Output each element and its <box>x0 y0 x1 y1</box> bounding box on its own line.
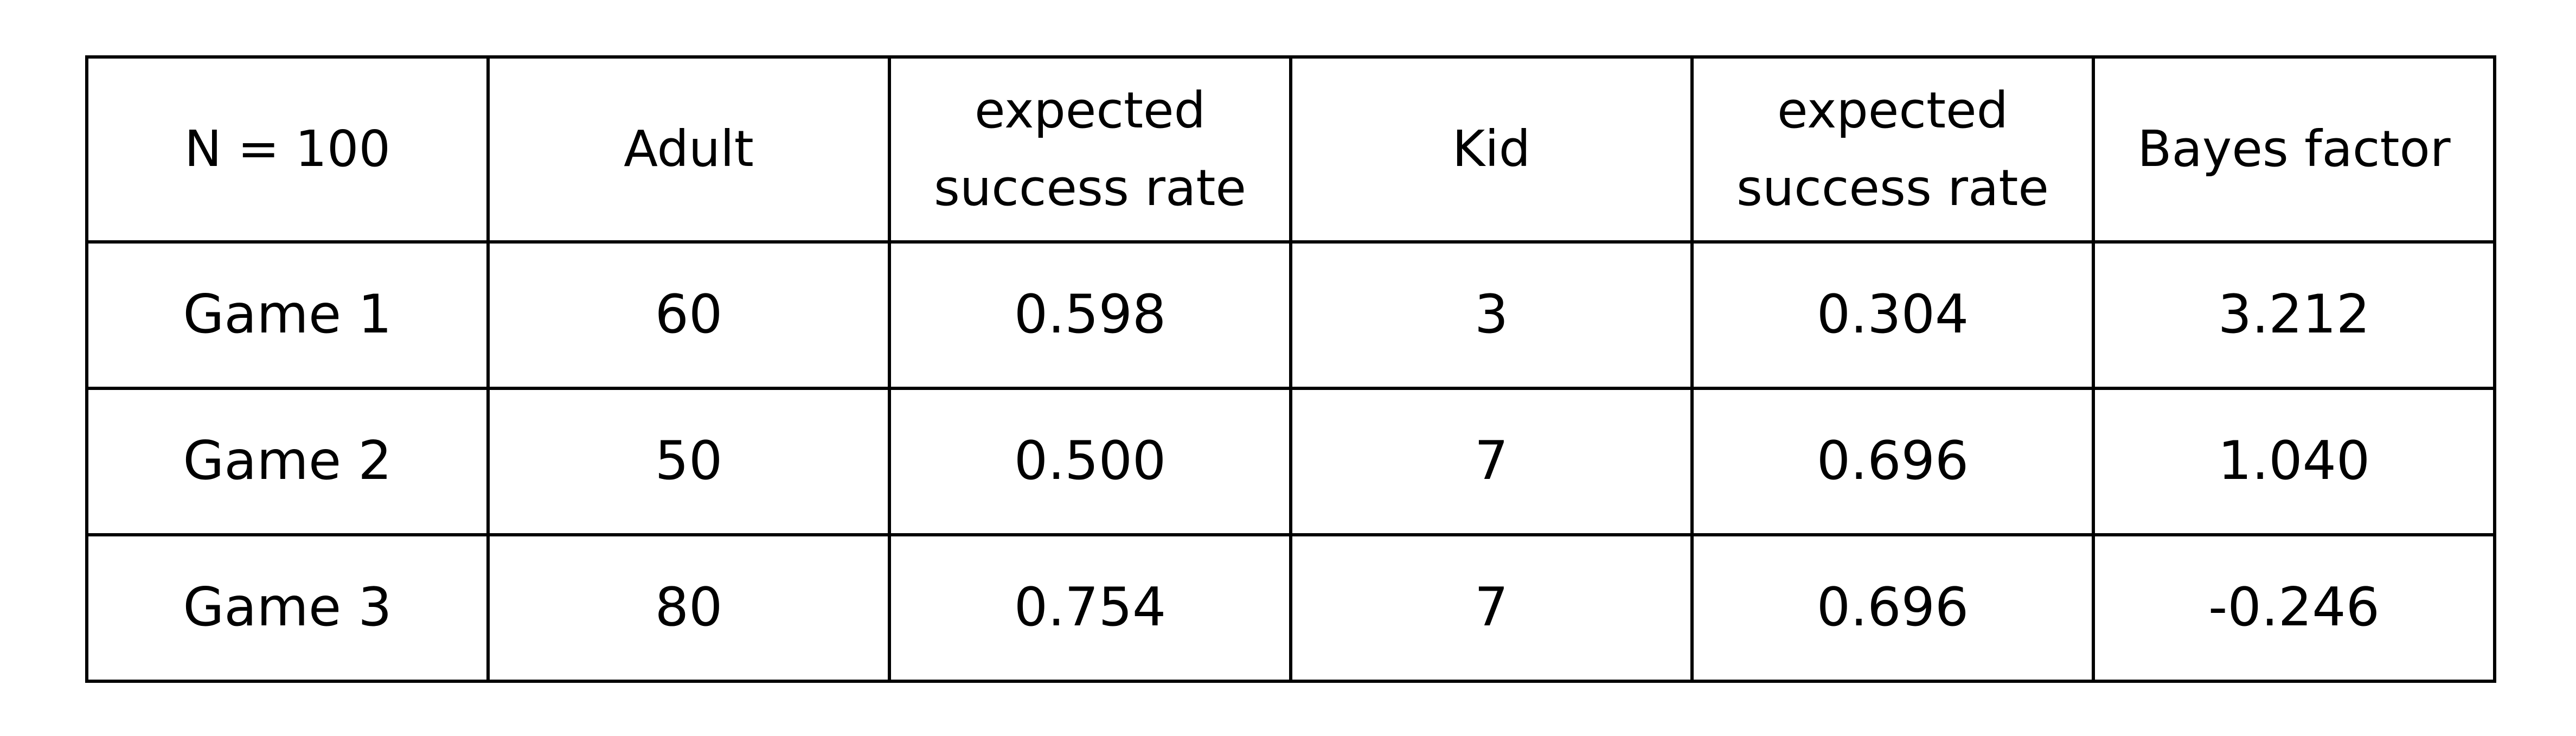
table-row: Game 3 80 0.754 7 0.696 -0.246 <box>85 533 2496 683</box>
results-table: N = 100 Adult expected success rate Kid … <box>85 55 2496 683</box>
header-cell-adult: Adult <box>486 55 891 244</box>
header-row: N = 100 Adult expected success rate Kid … <box>85 55 2496 244</box>
table-cell: 0.500 <box>888 387 1292 536</box>
table-cell: Game 2 <box>85 387 490 536</box>
table-cell: 0.696 <box>1690 387 2095 536</box>
table-cell: 1.040 <box>2092 387 2496 536</box>
table-cell: 0.598 <box>888 240 1292 390</box>
header-cell-kid: Kid <box>1289 55 1694 244</box>
table-header: N = 100 Adult expected success rate Kid … <box>85 55 2496 244</box>
header-cell-kid-expected-success-rate: expected success rate <box>1690 55 2095 244</box>
table-cell: 0.754 <box>888 533 1292 683</box>
table-cell: 7 <box>1289 533 1694 683</box>
table-cell: Game 1 <box>85 240 490 390</box>
table-cell: Game 3 <box>85 533 490 683</box>
table-body: Game 1 60 0.598 3 0.304 3.212 Game 2 50 … <box>85 240 2496 683</box>
table-cell: 3 <box>1289 240 1694 390</box>
table-cell: 60 <box>486 240 891 390</box>
table-cell: 7 <box>1289 387 1694 536</box>
table-cell: 0.304 <box>1690 240 2095 390</box>
table-cell: 50 <box>486 387 891 536</box>
table-cell: -0.246 <box>2092 533 2496 683</box>
table-cell: 80 <box>486 533 891 683</box>
table-row: Game 1 60 0.598 3 0.304 3.212 <box>85 240 2496 390</box>
table-row: Game 2 50 0.500 7 0.696 1.040 <box>85 387 2496 536</box>
table-cell: 3.212 <box>2092 240 2496 390</box>
table-cell: 0.696 <box>1690 533 2095 683</box>
header-cell-adult-expected-success-rate: expected success rate <box>888 55 1292 244</box>
header-cell-sample-size: N = 100 <box>85 55 490 244</box>
header-cell-bayes-factor: Bayes factor <box>2092 55 2496 244</box>
